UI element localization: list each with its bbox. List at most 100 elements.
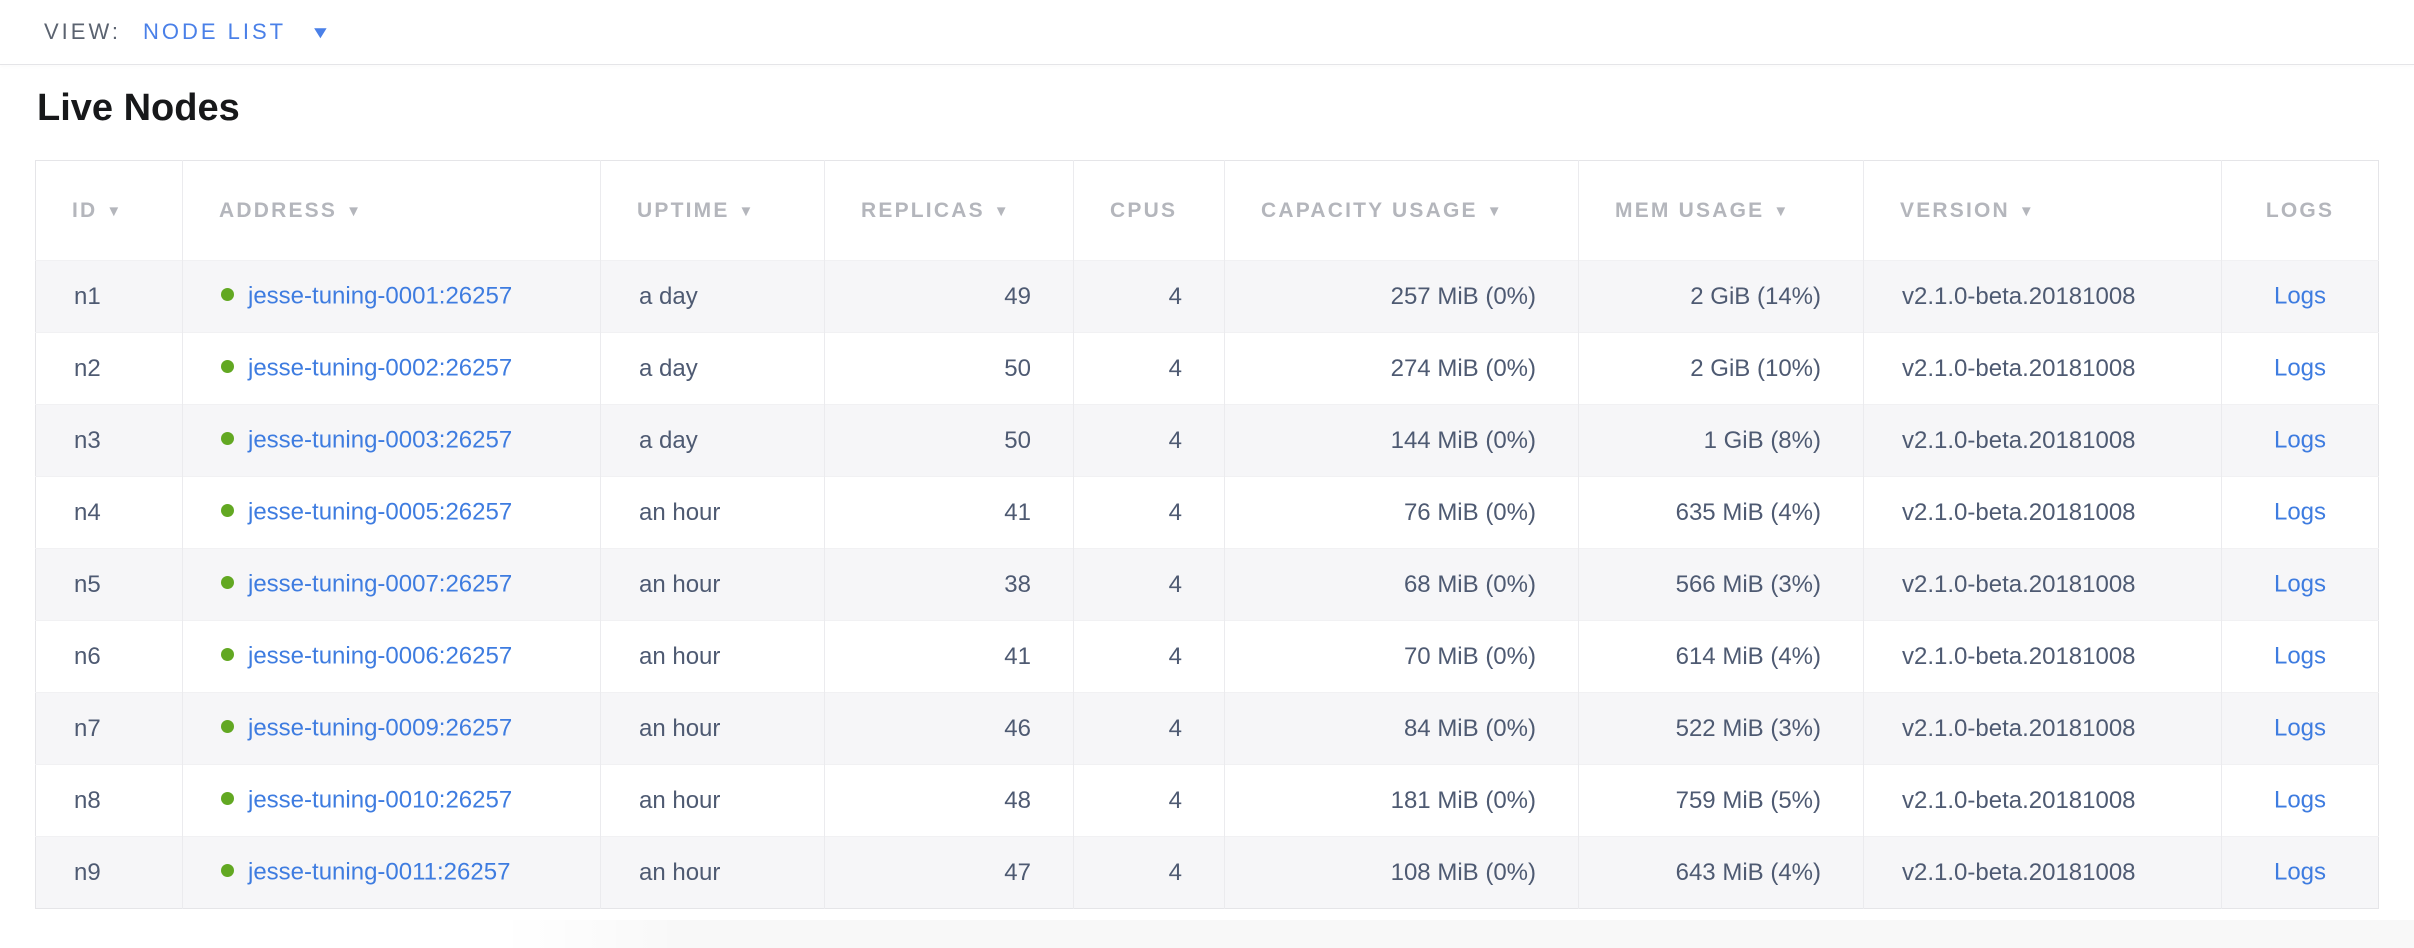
cell-version: v2.1.0-beta.20181008 bbox=[1863, 476, 2222, 549]
cell-cpus: 4 bbox=[1073, 548, 1225, 621]
sort-desc-icon: ▼ bbox=[738, 202, 756, 220]
below-fold-shadow bbox=[500, 920, 2414, 948]
address-link[interactable]: jesse-tuning-0011:26257 bbox=[248, 858, 511, 886]
address-link[interactable]: jesse-tuning-0006:26257 bbox=[248, 642, 513, 670]
node-live-icon bbox=[221, 720, 234, 734]
logs-link[interactable]: Logs bbox=[2273, 282, 2327, 310]
cell-version: v2.1.0-beta.20181008 bbox=[1863, 620, 2222, 693]
address-link[interactable]: jesse-tuning-0002:26257 bbox=[248, 354, 513, 382]
column-header-uptime[interactable]: UPTIME ▼ bbox=[600, 160, 825, 261]
column-header-address[interactable]: ADDRESS ▼ bbox=[182, 160, 601, 261]
cell-cpus: 4 bbox=[1073, 332, 1225, 405]
table-row: n7 jesse-tuning-0009:26257 an hour 46 4 … bbox=[35, 692, 2379, 765]
table-row: n6 jesse-tuning-0006:26257 an hour 41 4 … bbox=[35, 620, 2379, 693]
cell-cpus: 4 bbox=[1073, 692, 1225, 765]
cell-mem-usage: 759 MiB (5%) bbox=[1578, 764, 1864, 837]
cell-uptime: an hour bbox=[600, 620, 825, 693]
node-live-icon bbox=[221, 864, 234, 878]
table-row: n4 jesse-tuning-0005:26257 an hour 41 4 … bbox=[35, 476, 2379, 549]
cell-node-id: n5 bbox=[35, 548, 183, 621]
cell-uptime: an hour bbox=[600, 692, 825, 765]
cell-version: v2.1.0-beta.20181008 bbox=[1863, 332, 2222, 405]
sort-desc-icon: ▼ bbox=[1773, 202, 1791, 220]
cell-mem-usage: 522 MiB (3%) bbox=[1578, 692, 1864, 765]
view-dropdown[interactable]: NODE LIST ▼ bbox=[143, 19, 332, 45]
logs-link[interactable]: Logs bbox=[2273, 858, 2327, 886]
sort-desc-icon: ▼ bbox=[1486, 202, 1504, 220]
logs-link[interactable]: Logs bbox=[2273, 498, 2327, 526]
cell-version: v2.1.0-beta.20181008 bbox=[1863, 836, 2222, 909]
page-title: Live Nodes bbox=[37, 87, 240, 129]
column-header-replicas[interactable]: REPLICAS ▼ bbox=[824, 160, 1074, 261]
table-row: n9 jesse-tuning-0011:26257 an hour 47 4 … bbox=[35, 836, 2379, 909]
cell-replicas: 48 bbox=[824, 764, 1074, 837]
cell-mem-usage: 635 MiB (4%) bbox=[1578, 476, 1864, 549]
logs-link[interactable]: Logs bbox=[2273, 786, 2327, 814]
column-label: UPTIME bbox=[637, 198, 730, 222]
cell-version: v2.1.0-beta.20181008 bbox=[1863, 404, 2222, 477]
column-header-version[interactable]: VERSION ▼ bbox=[1863, 160, 2222, 261]
cell-node-id: n4 bbox=[35, 476, 183, 549]
cell-mem-usage: 2 GiB (14%) bbox=[1578, 260, 1864, 333]
address-link[interactable]: jesse-tuning-0009:26257 bbox=[248, 714, 513, 742]
cell-logs: Logs bbox=[2221, 692, 2379, 765]
table-row: n2 jesse-tuning-0002:26257 a day 50 4 27… bbox=[35, 332, 2379, 405]
logs-link[interactable]: Logs bbox=[2273, 426, 2327, 454]
cell-replicas: 41 bbox=[824, 476, 1074, 549]
cell-cpus: 4 bbox=[1073, 620, 1225, 693]
header-row: ID ▼ ADDRESS ▼ UPTIME ▼ REPLICAS ▼ CPUS CAPA… bbox=[35, 160, 2379, 261]
cell-logs: Logs bbox=[2221, 620, 2379, 693]
logs-link[interactable]: Logs bbox=[2273, 642, 2327, 670]
cell-capacity-usage: 274 MiB (0%) bbox=[1224, 332, 1579, 405]
cell-node-id: n1 bbox=[35, 260, 183, 333]
node-live-icon bbox=[221, 432, 234, 446]
cell-replicas: 50 bbox=[824, 404, 1074, 477]
cell-mem-usage: 566 MiB (3%) bbox=[1578, 548, 1864, 621]
cell-replicas: 50 bbox=[824, 332, 1074, 405]
column-label: ID bbox=[72, 198, 98, 222]
cell-node-id: n7 bbox=[35, 692, 183, 765]
cell-address: jesse-tuning-0003:26257 bbox=[182, 404, 601, 477]
address-link[interactable]: jesse-tuning-0010:26257 bbox=[248, 786, 513, 814]
address-link[interactable]: jesse-tuning-0007:26257 bbox=[248, 570, 513, 598]
sort-desc-icon: ▼ bbox=[106, 202, 124, 220]
column-label: REPLICAS bbox=[861, 198, 985, 222]
table-row: n5 jesse-tuning-0007:26257 an hour 38 4 … bbox=[35, 548, 2379, 621]
cell-capacity-usage: 108 MiB (0%) bbox=[1224, 836, 1579, 909]
column-header-capacity-usage[interactable]: CAPACITY USAGE ▼ bbox=[1224, 160, 1579, 261]
node-live-icon bbox=[221, 648, 234, 662]
cell-capacity-usage: 84 MiB (0%) bbox=[1224, 692, 1579, 765]
logs-link[interactable]: Logs bbox=[2273, 354, 2327, 382]
cell-address: jesse-tuning-0010:26257 bbox=[182, 764, 601, 837]
address-link[interactable]: jesse-tuning-0005:26257 bbox=[248, 498, 513, 526]
chevron-down-icon: ▼ bbox=[309, 22, 332, 42]
column-header-mem-usage[interactable]: MEM USAGE ▼ bbox=[1578, 160, 1864, 261]
cell-uptime: an hour bbox=[600, 476, 825, 549]
logs-link[interactable]: Logs bbox=[2273, 570, 2327, 598]
cell-cpus: 4 bbox=[1073, 404, 1225, 477]
cell-uptime: an hour bbox=[600, 836, 825, 909]
address-link[interactable]: jesse-tuning-0001:26257 bbox=[248, 282, 513, 310]
cell-replicas: 47 bbox=[824, 836, 1074, 909]
node-live-icon bbox=[221, 576, 234, 590]
column-header-id[interactable]: ID ▼ bbox=[35, 160, 183, 261]
cell-cpus: 4 bbox=[1073, 764, 1225, 837]
logs-link[interactable]: Logs bbox=[2273, 714, 2327, 742]
cell-mem-usage: 643 MiB (4%) bbox=[1578, 836, 1864, 909]
cell-uptime: an hour bbox=[600, 548, 825, 621]
address-link[interactable]: jesse-tuning-0003:26257 bbox=[248, 426, 513, 454]
cell-capacity-usage: 257 MiB (0%) bbox=[1224, 260, 1579, 333]
cell-node-id: n3 bbox=[35, 404, 183, 477]
column-header-cpus: CPUS bbox=[1073, 160, 1225, 261]
cell-version: v2.1.0-beta.20181008 bbox=[1863, 764, 2222, 837]
sort-desc-icon: ▼ bbox=[346, 202, 364, 220]
cell-uptime: a day bbox=[600, 404, 825, 477]
sort-desc-icon: ▼ bbox=[993, 202, 1011, 220]
node-live-icon bbox=[221, 792, 234, 806]
cell-address: jesse-tuning-0009:26257 bbox=[182, 692, 601, 765]
cell-uptime: a day bbox=[600, 260, 825, 333]
column-header-logs: LOGS bbox=[2221, 160, 2379, 261]
cell-node-id: n6 bbox=[35, 620, 183, 693]
cell-node-id: n9 bbox=[35, 836, 183, 909]
cell-logs: Logs bbox=[2221, 764, 2379, 837]
